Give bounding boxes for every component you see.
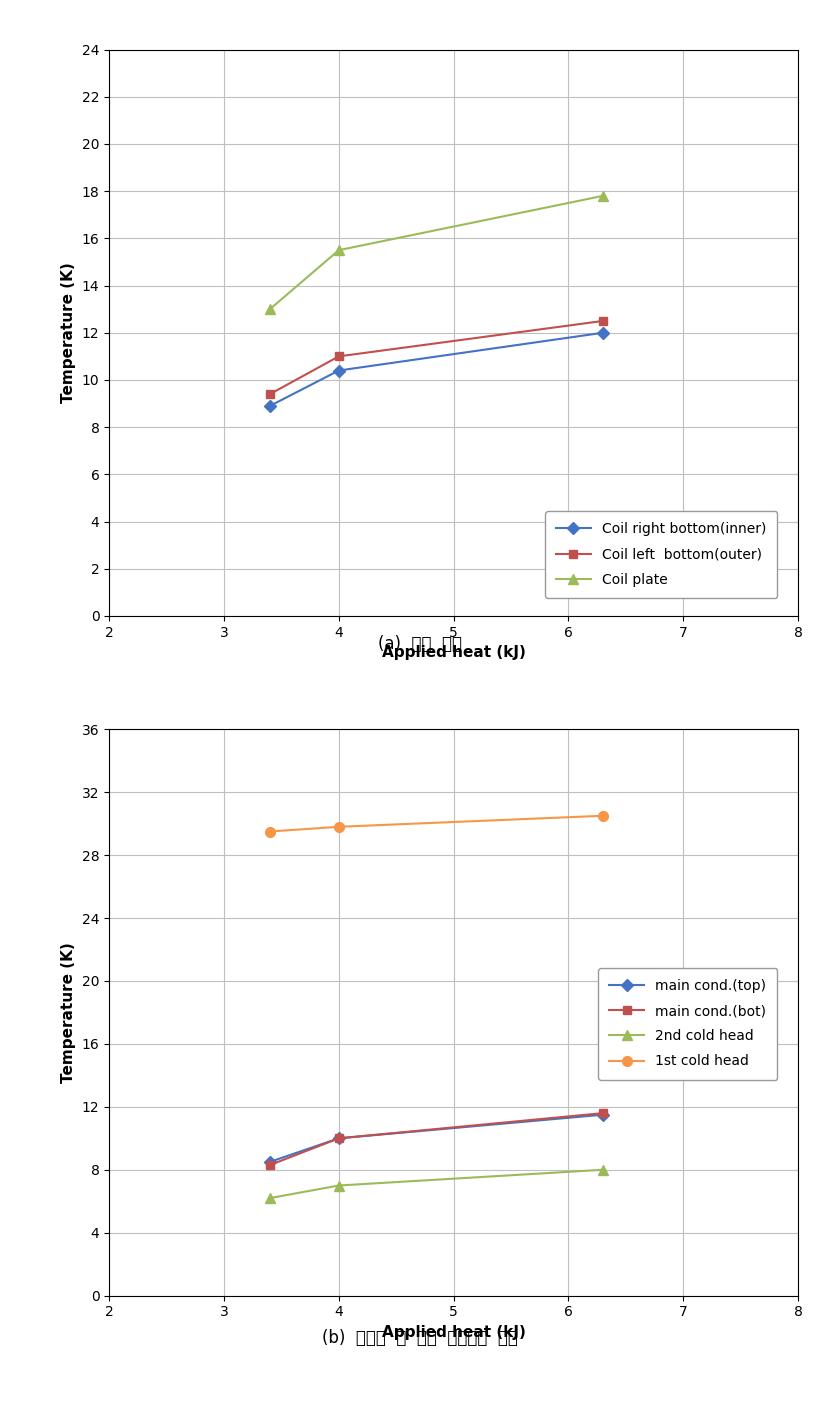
2nd cold head	[333, 1177, 344, 1194]
Line: 1st cold head: 1st cold head	[265, 811, 607, 837]
Text: (a)  코일  온도: (a) 코일 온도	[378, 636, 462, 653]
Line: main cond.(top): main cond.(top)	[265, 1110, 607, 1165]
main cond.(top)	[598, 1106, 608, 1123]
main cond.(top)	[333, 1130, 344, 1147]
Line: main cond.(bot): main cond.(bot)	[265, 1109, 607, 1170]
Coil left  bottom(outer)	[265, 385, 275, 402]
Coil plate	[265, 300, 275, 317]
Coil left  bottom(outer)	[333, 348, 344, 365]
Legend: main cond.(top), main cond.(bot), 2nd cold head, 1st cold head: main cond.(top), main cond.(bot), 2nd co…	[598, 969, 777, 1079]
Coil right bottom(inner)	[598, 324, 608, 341]
Legend: Coil right bottom(inner), Coil left  bottom(outer), Coil plate: Coil right bottom(inner), Coil left bott…	[545, 511, 777, 598]
Coil right bottom(inner)	[265, 398, 275, 415]
Y-axis label: Temperature (K): Temperature (K)	[61, 262, 76, 404]
1st cold head	[598, 807, 608, 824]
Line: Coil right bottom(inner): Coil right bottom(inner)	[265, 329, 607, 411]
Text: (b)  냉동기  및  상하  열전도판  온도: (b) 냉동기 및 상하 열전도판 온도	[322, 1330, 518, 1347]
X-axis label: Applied heat (kJ): Applied heat (kJ)	[381, 646, 526, 660]
Y-axis label: Temperature (K): Temperature (K)	[61, 942, 76, 1083]
main cond.(bot)	[333, 1130, 344, 1147]
1st cold head	[265, 823, 275, 840]
Coil plate	[333, 242, 344, 259]
Line: Coil left  bottom(outer): Coil left bottom(outer)	[265, 317, 607, 398]
2nd cold head	[598, 1161, 608, 1178]
Line: Coil plate: Coil plate	[265, 191, 607, 314]
Line: 2nd cold head: 2nd cold head	[265, 1165, 607, 1204]
main cond.(bot)	[598, 1104, 608, 1121]
Coil right bottom(inner)	[333, 362, 344, 379]
Coil left  bottom(outer)	[598, 313, 608, 330]
Coil plate	[598, 187, 608, 204]
2nd cold head	[265, 1189, 275, 1206]
main cond.(bot)	[265, 1157, 275, 1174]
main cond.(top)	[265, 1154, 275, 1171]
1st cold head	[333, 818, 344, 835]
X-axis label: Applied heat (kJ): Applied heat (kJ)	[381, 1325, 526, 1340]
